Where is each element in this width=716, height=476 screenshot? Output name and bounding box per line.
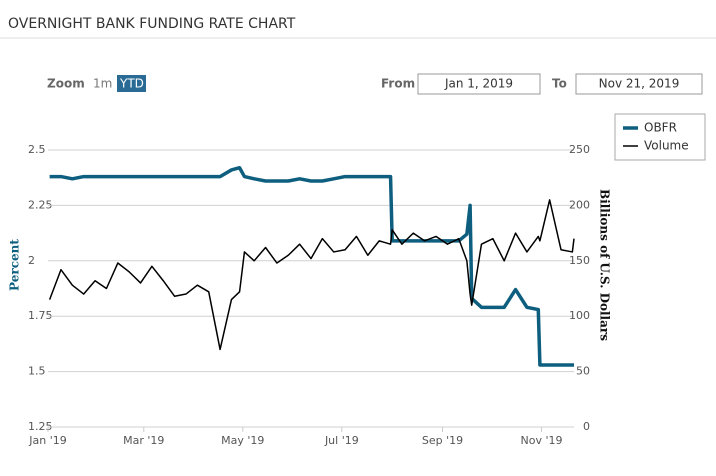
y2-tick-label: 150 bbox=[569, 254, 590, 267]
y-tick-label: 1.5 bbox=[28, 365, 46, 378]
zoom-button[interactable]: 1m bbox=[93, 77, 112, 91]
y-tick-label: 2 bbox=[28, 254, 35, 267]
x-tick-label: Nov '19 bbox=[521, 434, 563, 447]
x-tick-label: Mar '19 bbox=[123, 434, 164, 447]
y2-tick-label: 200 bbox=[569, 198, 590, 211]
y2-tick-label: 50 bbox=[576, 365, 590, 378]
y2-tick-label: 0 bbox=[583, 420, 590, 433]
zoom-button-bg[interactable] bbox=[117, 75, 146, 92]
from-value[interactable]: Jan 1, 2019 bbox=[444, 77, 513, 91]
y-axis-title: Percent bbox=[8, 239, 22, 291]
zoom-label: Zoom bbox=[47, 77, 85, 91]
y-tick-label: 1.25 bbox=[28, 420, 53, 433]
y2-axis-title: Billions of U.S. Dollars bbox=[598, 189, 612, 341]
from-label: From bbox=[381, 77, 415, 91]
series-line bbox=[49, 165, 575, 367]
to-input[interactable] bbox=[575, 73, 703, 95]
x-tick-label: Jul '19 bbox=[324, 434, 359, 447]
y-tick-label: 2.25 bbox=[28, 198, 53, 211]
legend-label: OBFR bbox=[644, 121, 677, 135]
to-label: To bbox=[552, 77, 567, 91]
from-input[interactable] bbox=[417, 73, 541, 95]
x-tick-label: Jan '19 bbox=[28, 434, 66, 447]
legend-label: Volume bbox=[644, 139, 689, 153]
x-tick-label: May '19 bbox=[221, 434, 264, 447]
series-line bbox=[48, 199, 575, 351]
y-tick-label: 2.5 bbox=[28, 143, 46, 156]
zoom-button[interactable]: YTD bbox=[119, 77, 144, 91]
chart-title: OVERNIGHT BANK FUNDING RATE CHART bbox=[8, 16, 296, 32]
x-tick-label: Sep '19 bbox=[422, 434, 463, 447]
y-tick-label: 1.75 bbox=[28, 309, 53, 322]
legend bbox=[614, 113, 706, 161]
y2-tick-label: 250 bbox=[569, 143, 590, 156]
y2-tick-label: 100 bbox=[569, 309, 590, 322]
to-value[interactable]: Nov 21, 2019 bbox=[599, 77, 680, 91]
